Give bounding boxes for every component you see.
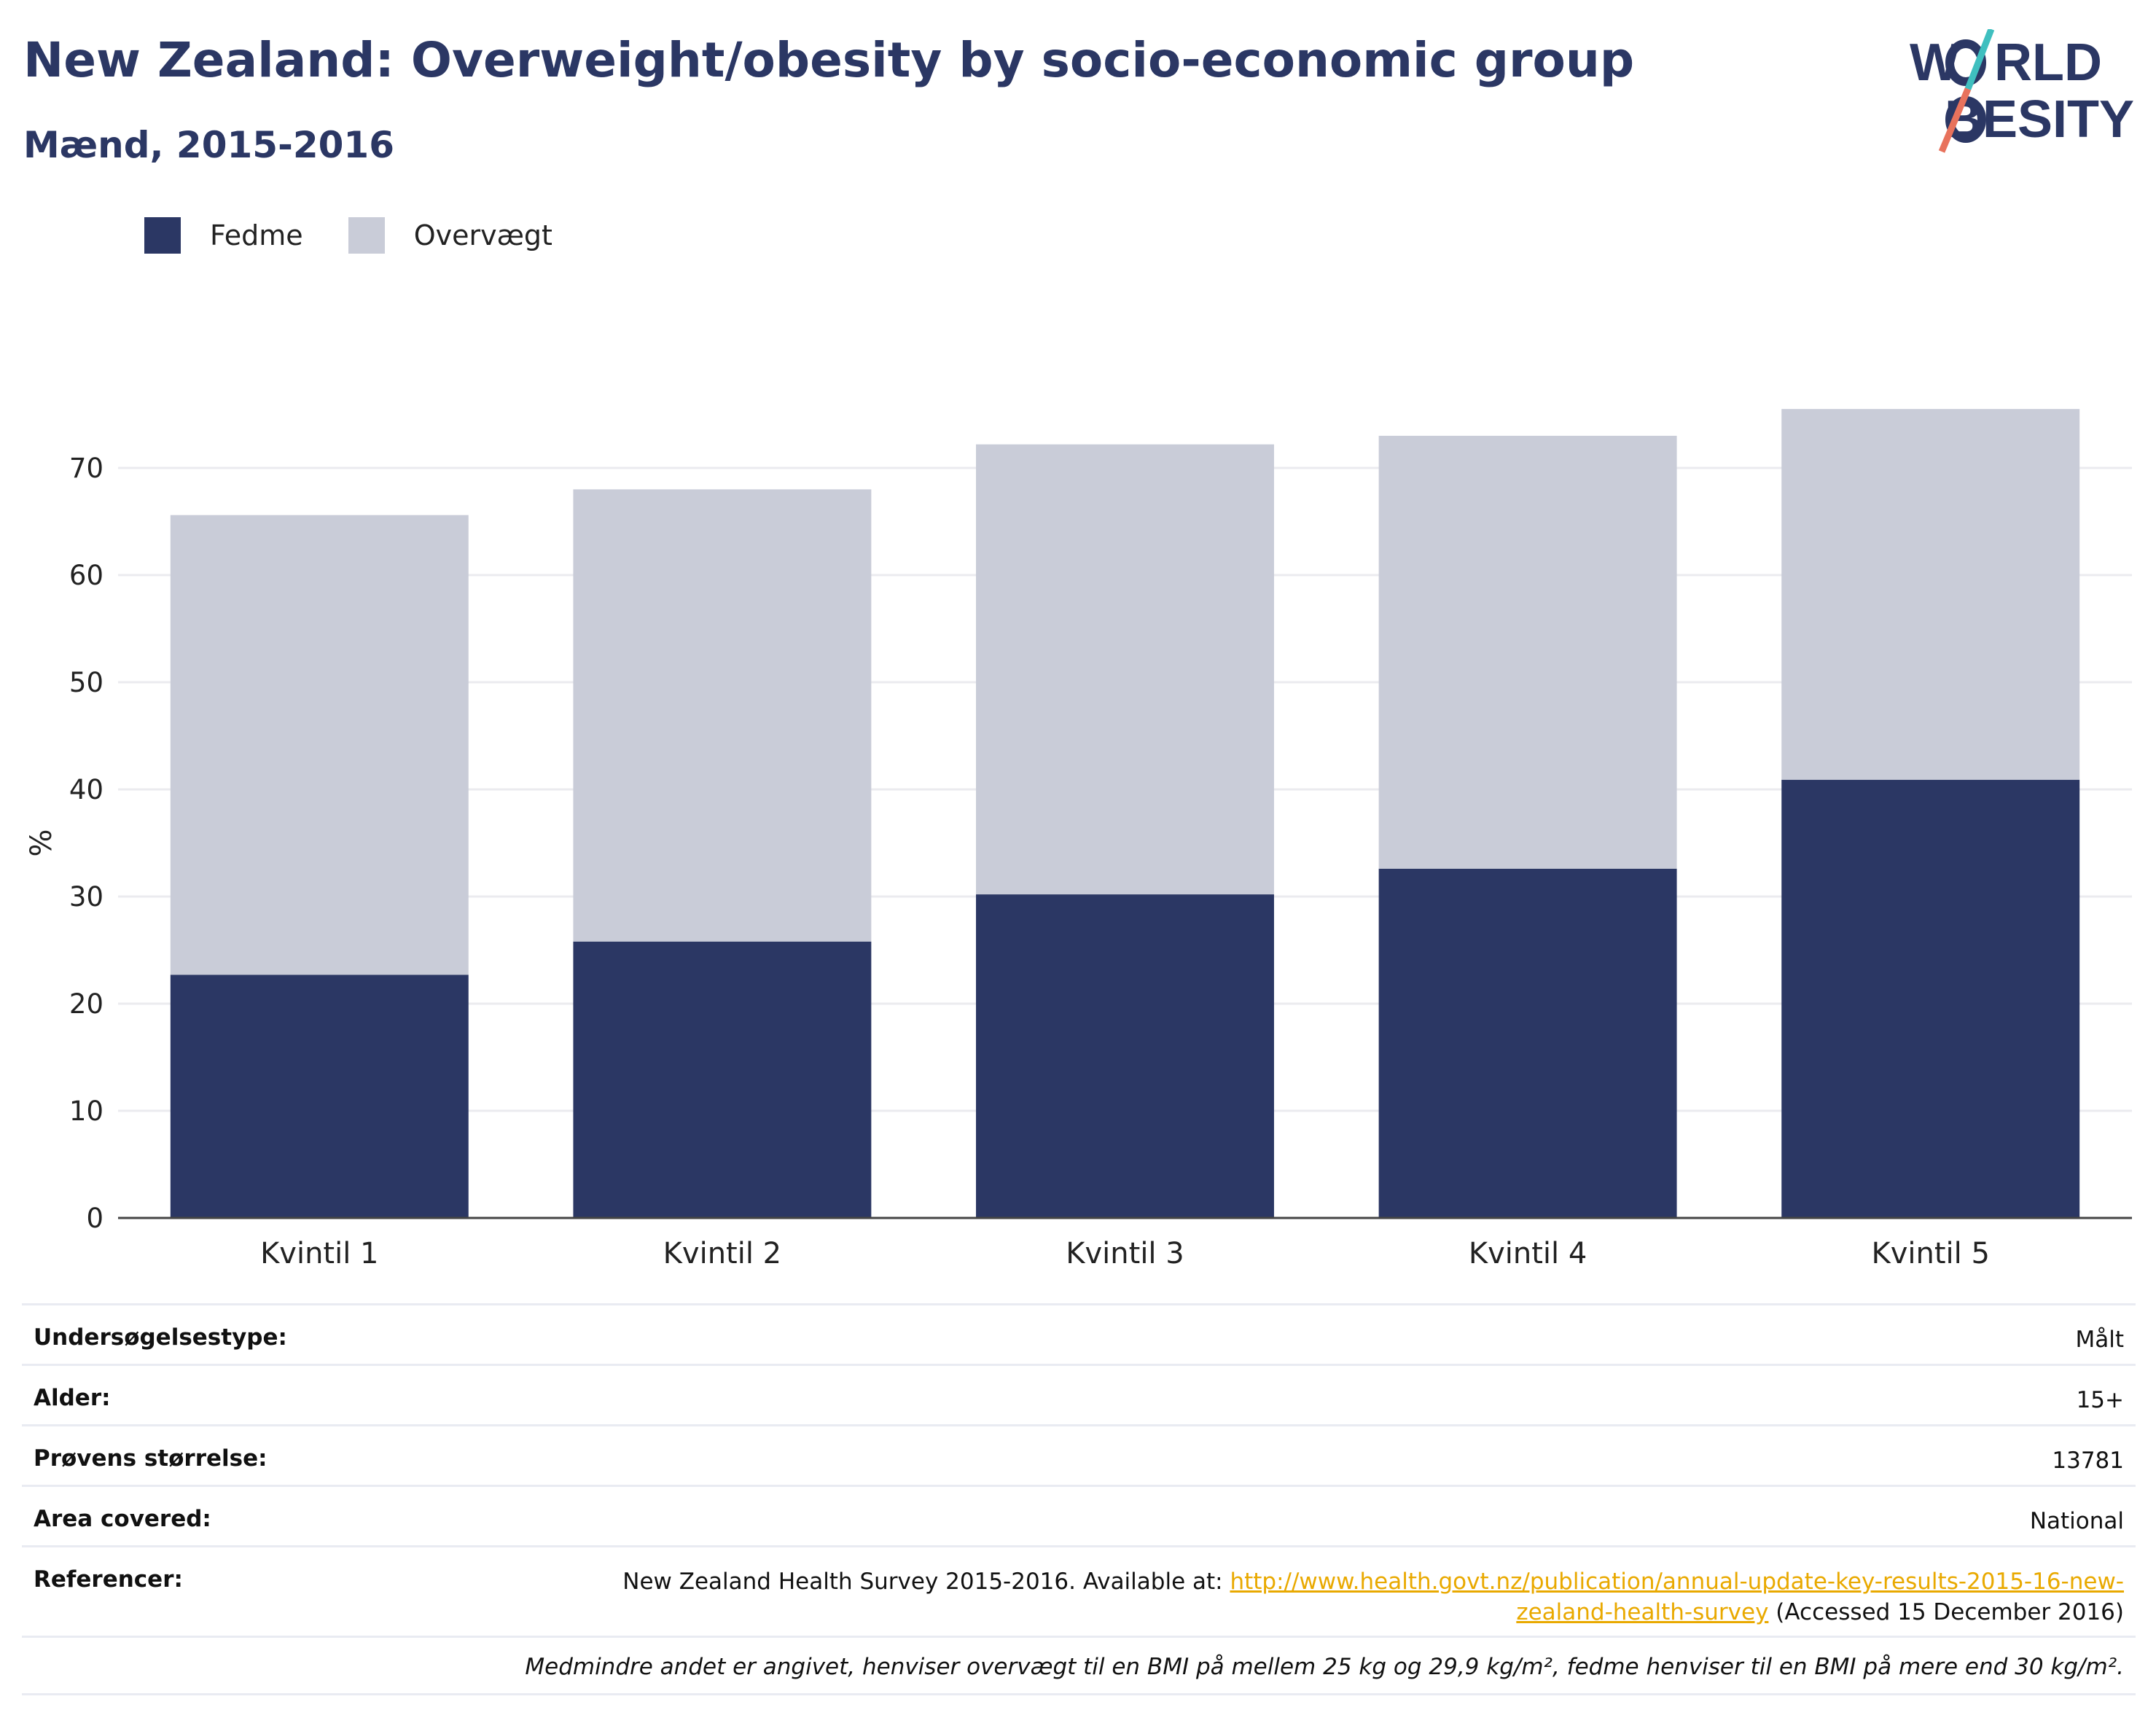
info-row-age: Alder: 15+ bbox=[22, 1364, 2136, 1424]
bar-overvaegt bbox=[1781, 409, 2080, 780]
y-tick-label: 0 bbox=[86, 1203, 103, 1234]
reference-link-line1: http://www.health.govt.nz/publication/an… bbox=[1230, 1569, 2124, 1595]
definition-note: Medmindre andet er angivet, henviser ove… bbox=[22, 1636, 2136, 1695]
info-row-references: Referencer: New Zealand Health Survey 20… bbox=[22, 1545, 2136, 1636]
bar-overvaegt bbox=[573, 489, 872, 942]
logo-text-world: W RLD bbox=[1910, 34, 2102, 92]
world-obesity-logo: W RLD BESITY bbox=[1910, 29, 2134, 153]
bar-fedme bbox=[1378, 868, 1677, 1218]
y-tick-label: 60 bbox=[69, 560, 103, 591]
reference-link-line2: zealand-health-survey bbox=[1516, 1599, 1769, 1625]
bar-fedme bbox=[976, 894, 1274, 1218]
bar-fedme bbox=[1781, 779, 2080, 1218]
logo-text-world-rest: RLD bbox=[1994, 34, 2102, 92]
info-value: National bbox=[2029, 1508, 2124, 1534]
y-tick-label: 10 bbox=[69, 1096, 103, 1127]
chart-subtitle: Mænd, 2015-2016 bbox=[23, 124, 395, 166]
legend-label-fedme: Fedme bbox=[210, 219, 303, 251]
bar-fedme bbox=[170, 975, 469, 1218]
y-tick-label: 50 bbox=[69, 667, 103, 698]
logo-o-top bbox=[1945, 39, 1986, 86]
info-value: Målt bbox=[2075, 1327, 2124, 1353]
chart-legend: Fedme Overvægt bbox=[144, 217, 598, 254]
y-tick-label: 40 bbox=[69, 774, 103, 805]
y-tick-label: 30 bbox=[69, 881, 103, 913]
info-label: Referencer: bbox=[34, 1566, 183, 1593]
reference-suffix: (Accessed 15 December 2016) bbox=[1768, 1599, 2124, 1625]
reference-link[interactable]: http://www.health.govt.nz/publication/an… bbox=[1230, 1569, 2124, 1625]
info-table: Undersøgelsestype: Målt Alder: 15+ Prøve… bbox=[22, 1303, 2136, 1695]
y-axis-title: % bbox=[25, 829, 58, 856]
info-label: Undersøgelsestype: bbox=[34, 1324, 287, 1351]
references-value: New Zealand Health Survey 2015-2016. Ava… bbox=[622, 1566, 2124, 1628]
x-tick-label: Kvintil 3 bbox=[1066, 1237, 1184, 1270]
legend-swatch-fedme bbox=[144, 217, 181, 254]
info-row-area-covered: Area covered: National bbox=[22, 1485, 2136, 1545]
bar-fedme bbox=[573, 941, 872, 1218]
legend-label-overvaegt: Overvægt bbox=[413, 219, 552, 251]
x-tick-label: Kvintil 2 bbox=[663, 1237, 781, 1270]
info-value: 13781 bbox=[2052, 1448, 2124, 1474]
bar-overvaegt bbox=[976, 444, 1274, 895]
bar-overvaegt bbox=[1378, 435, 1677, 869]
legend-item-overvaegt[interactable]: Overvægt bbox=[348, 217, 552, 254]
x-tick-label: Kvintil 5 bbox=[1871, 1237, 1989, 1270]
stacked-bar-chart: 0 10 20 30 40 50 60 70% Kvintil 1 Kvintil 2 Kvinti… bbox=[25, 409, 2132, 1270]
info-value: 15+ bbox=[2076, 1387, 2124, 1413]
info-label: Alder: bbox=[34, 1385, 111, 1411]
reference-prefix: New Zealand Health Survey 2015-2016. Ava… bbox=[622, 1569, 1230, 1595]
y-tick-label: 70 bbox=[69, 453, 103, 484]
info-row-sample-size: Prøvens størrelse: 13781 bbox=[22, 1424, 2136, 1485]
info-row-survey-type: Undersøgelsestype: Målt bbox=[22, 1303, 2136, 1364]
logo-slash-coral bbox=[1938, 87, 1972, 153]
y-tick-label: 20 bbox=[69, 988, 103, 1020]
logo-slash-teal bbox=[1964, 29, 1995, 90]
x-tick-label: Kvintil 4 bbox=[1469, 1237, 1587, 1270]
legend-swatch-overvaegt bbox=[348, 217, 385, 254]
bar-overvaegt bbox=[170, 515, 469, 975]
info-label: Prøvens størrelse: bbox=[34, 1445, 267, 1472]
x-tick-label: Kvintil 1 bbox=[260, 1237, 378, 1270]
info-label: Area covered: bbox=[34, 1506, 211, 1532]
chart-title: New Zealand: Overweight/obesity by socio… bbox=[23, 32, 1635, 88]
legend-item-fedme[interactable]: Fedme bbox=[144, 217, 303, 254]
